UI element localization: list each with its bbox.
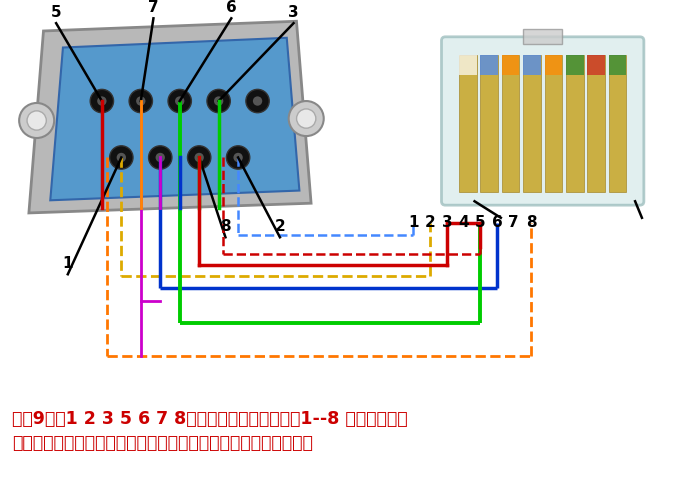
Bar <box>523 29 562 43</box>
Circle shape <box>129 90 153 112</box>
Text: 7: 7 <box>508 215 519 230</box>
Text: 3: 3 <box>442 215 453 230</box>
Text: 7: 7 <box>148 0 159 16</box>
Text: 8: 8 <box>526 215 536 230</box>
Bar <box>609 56 626 75</box>
FancyBboxPatch shape <box>442 37 644 205</box>
Circle shape <box>214 96 223 106</box>
Bar <box>480 56 498 75</box>
Circle shape <box>288 101 323 136</box>
Circle shape <box>27 111 46 130</box>
Circle shape <box>97 96 106 106</box>
Circle shape <box>195 153 204 162</box>
Bar <box>566 56 584 192</box>
Bar <box>609 56 626 192</box>
Circle shape <box>110 146 133 169</box>
Circle shape <box>297 109 316 128</box>
Polygon shape <box>29 21 311 213</box>
Text: 5: 5 <box>475 215 486 230</box>
Bar <box>459 56 477 192</box>
Circle shape <box>246 90 270 112</box>
Bar <box>502 56 519 192</box>
Circle shape <box>117 153 126 162</box>
Text: 串口9针上1 2 3 5 6 7 8相对应于右边网络水晶头1--8 请大家看清楚: 串口9针上1 2 3 5 6 7 8相对应于右边网络水晶头1--8 请大家看清楚 <box>13 410 408 428</box>
Bar <box>545 56 562 75</box>
Circle shape <box>148 146 172 169</box>
Circle shape <box>90 90 113 112</box>
Bar <box>459 56 477 75</box>
Text: 1: 1 <box>408 215 419 230</box>
Text: 6: 6 <box>491 215 503 230</box>
Circle shape <box>175 96 184 106</box>
Text: 5: 5 <box>51 6 62 20</box>
Text: 2: 2 <box>274 220 286 234</box>
Text: 8: 8 <box>220 220 231 234</box>
Text: 3: 3 <box>288 6 299 20</box>
Bar <box>502 56 519 75</box>
Text: 4: 4 <box>458 215 469 230</box>
Circle shape <box>207 90 230 112</box>
Polygon shape <box>50 38 300 200</box>
Bar <box>587 56 605 75</box>
Circle shape <box>253 96 262 106</box>
Text: 6: 6 <box>226 0 237 16</box>
Bar <box>566 56 584 75</box>
Text: ，不要错了，对于自己的设备是否可以使用请对比一下，以免买错: ，不要错了，对于自己的设备是否可以使用请对比一下，以免买错 <box>13 434 313 452</box>
Circle shape <box>136 96 146 106</box>
Circle shape <box>168 90 191 112</box>
Circle shape <box>19 103 54 138</box>
Circle shape <box>188 146 211 169</box>
Bar <box>480 56 498 192</box>
Circle shape <box>233 153 243 162</box>
Text: 2: 2 <box>424 215 435 230</box>
Circle shape <box>226 146 250 169</box>
Circle shape <box>155 153 165 162</box>
Bar <box>523 56 540 75</box>
Text: 1: 1 <box>62 256 73 272</box>
Bar <box>545 56 562 192</box>
Bar <box>523 56 540 192</box>
Bar <box>587 56 605 192</box>
